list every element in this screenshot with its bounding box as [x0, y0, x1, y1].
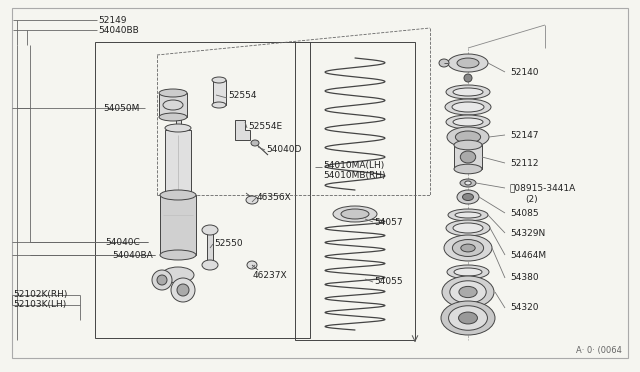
- Ellipse shape: [246, 196, 258, 204]
- Ellipse shape: [458, 312, 477, 324]
- Ellipse shape: [463, 193, 474, 201]
- Ellipse shape: [152, 270, 172, 290]
- Ellipse shape: [439, 59, 449, 67]
- Text: 54085: 54085: [510, 208, 539, 218]
- Ellipse shape: [159, 89, 187, 97]
- Ellipse shape: [456, 131, 481, 143]
- Text: 52554: 52554: [228, 90, 257, 99]
- Text: 52554E: 52554E: [248, 122, 282, 131]
- Text: 54040C: 54040C: [105, 237, 140, 247]
- Ellipse shape: [160, 190, 196, 200]
- Ellipse shape: [453, 223, 483, 233]
- Text: 54040BB: 54040BB: [98, 26, 139, 35]
- Text: 52147: 52147: [510, 131, 538, 140]
- Text: 52103K(LH): 52103K(LH): [13, 301, 67, 310]
- Ellipse shape: [454, 140, 482, 150]
- Ellipse shape: [457, 58, 479, 68]
- Ellipse shape: [454, 164, 482, 174]
- Ellipse shape: [448, 54, 488, 72]
- Ellipse shape: [162, 267, 194, 283]
- Text: 52112: 52112: [510, 158, 538, 167]
- Text: 54380: 54380: [510, 273, 539, 282]
- Ellipse shape: [442, 276, 494, 308]
- Text: 52550: 52550: [214, 238, 243, 247]
- Ellipse shape: [177, 284, 189, 296]
- Text: 54329N: 54329N: [510, 228, 545, 237]
- Text: 52140: 52140: [510, 67, 538, 77]
- Ellipse shape: [464, 74, 472, 82]
- Bar: [159, 93, 187, 117]
- Text: Ⓣ08915-3441A: Ⓣ08915-3441A: [510, 183, 576, 192]
- Ellipse shape: [455, 212, 481, 218]
- Ellipse shape: [453, 88, 483, 96]
- Ellipse shape: [171, 278, 195, 302]
- Ellipse shape: [453, 118, 483, 126]
- Ellipse shape: [159, 113, 187, 121]
- Ellipse shape: [460, 179, 476, 187]
- Ellipse shape: [165, 124, 191, 132]
- Ellipse shape: [452, 240, 484, 256]
- Bar: [160, 195, 196, 255]
- Text: 54040D: 54040D: [266, 144, 301, 154]
- Ellipse shape: [459, 286, 477, 298]
- Text: 46356X: 46356X: [257, 192, 292, 202]
- Bar: [165, 130, 191, 195]
- Ellipse shape: [465, 181, 471, 185]
- Text: 54040BA: 54040BA: [112, 250, 153, 260]
- Text: 52102K(RH): 52102K(RH): [13, 291, 67, 299]
- Ellipse shape: [212, 102, 226, 108]
- Ellipse shape: [457, 190, 479, 204]
- Ellipse shape: [202, 225, 218, 235]
- Ellipse shape: [441, 301, 495, 335]
- Bar: [295, 42, 415, 340]
- Bar: [95, 42, 310, 338]
- Ellipse shape: [447, 265, 489, 279]
- Text: 54464M: 54464M: [510, 250, 546, 260]
- Bar: [175, 98, 180, 134]
- Ellipse shape: [446, 85, 490, 99]
- Ellipse shape: [461, 244, 475, 252]
- Ellipse shape: [333, 206, 377, 222]
- Ellipse shape: [202, 260, 218, 270]
- Ellipse shape: [460, 151, 476, 163]
- Ellipse shape: [446, 220, 490, 236]
- Text: 52149: 52149: [98, 16, 127, 25]
- Text: 54050M: 54050M: [104, 103, 140, 112]
- Ellipse shape: [212, 77, 226, 83]
- Text: 54320: 54320: [510, 304, 538, 312]
- Text: (2): (2): [525, 195, 538, 203]
- Bar: [213, 80, 226, 105]
- Text: 54057: 54057: [374, 218, 403, 227]
- Ellipse shape: [452, 102, 484, 112]
- Ellipse shape: [341, 209, 369, 219]
- Ellipse shape: [445, 99, 491, 115]
- Ellipse shape: [444, 235, 492, 261]
- Ellipse shape: [251, 140, 259, 146]
- Text: 54055: 54055: [374, 276, 403, 285]
- Text: 54010MB(RH): 54010MB(RH): [323, 170, 385, 180]
- Bar: [454, 145, 482, 169]
- Text: 46237X: 46237X: [253, 270, 287, 279]
- Polygon shape: [235, 120, 250, 140]
- Ellipse shape: [447, 127, 489, 147]
- Ellipse shape: [454, 268, 482, 276]
- Text: A· 0· (0064: A· 0· (0064: [576, 346, 622, 355]
- Ellipse shape: [449, 306, 488, 330]
- Bar: [207, 230, 213, 265]
- Ellipse shape: [160, 250, 196, 260]
- Ellipse shape: [448, 209, 488, 221]
- Ellipse shape: [247, 261, 257, 269]
- Ellipse shape: [446, 115, 490, 129]
- Ellipse shape: [450, 281, 486, 303]
- Text: 54010MA(LH): 54010MA(LH): [323, 160, 384, 170]
- Ellipse shape: [157, 275, 167, 285]
